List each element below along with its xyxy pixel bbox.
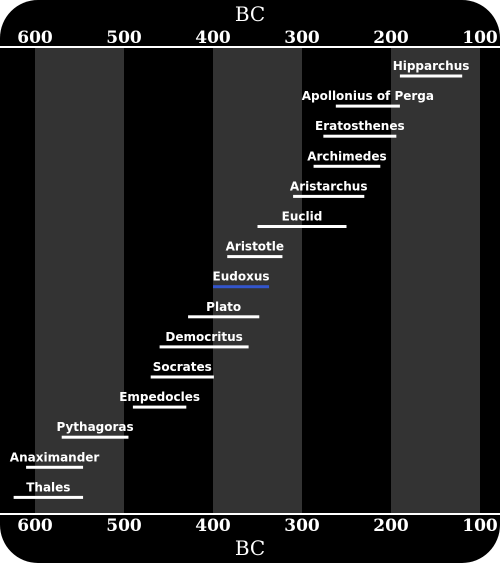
tick-label-top: 100: [462, 28, 498, 48]
philosopher-label: Aristotle: [226, 240, 284, 254]
lifespan-bar: [132, 405, 187, 409]
philosopher-label: Empedocles: [119, 390, 200, 404]
lifespan-bar: [26, 465, 84, 469]
lifespan-bar: [313, 164, 381, 168]
century-band: [35, 47, 124, 514]
tick-label-bottom: 300: [284, 516, 320, 536]
lifespan-bar: [335, 104, 400, 108]
tick-label-bottom: 200: [373, 516, 409, 536]
philosopher-label: Anaximander: [10, 450, 100, 464]
era-label-bottom: BC: [234, 536, 266, 560]
lifespan-bar: [227, 255, 283, 259]
philosopher-label: Apollonius of Perga: [302, 89, 434, 103]
philosopher-label: Democritus: [165, 330, 242, 344]
tick-label-bottom: 100: [462, 516, 498, 536]
tick-label-top: 400: [195, 28, 231, 48]
philosopher-label: Plato: [206, 300, 241, 314]
lifespan-bar: [159, 345, 249, 349]
tick-label-bottom: 600: [17, 516, 53, 536]
tick-label-top: 500: [106, 28, 142, 48]
philosopher-label: Hipparchus: [393, 59, 470, 73]
philosopher-label: Eudoxus: [213, 270, 270, 284]
lifespan-bar: [293, 194, 365, 198]
century-band: [213, 47, 302, 514]
philosopher-label: Socrates: [153, 360, 212, 374]
century-band: [391, 47, 480, 514]
tick-label-bottom: 500: [106, 516, 142, 536]
philosopher-label: Eratosthenes: [315, 119, 405, 133]
tick-label-top: 300: [284, 28, 320, 48]
lifespan-bar: [257, 225, 347, 228]
lifespan-bar: [150, 375, 214, 379]
tick-label-top: 200: [373, 28, 409, 48]
tick-label-bottom: 400: [195, 516, 231, 536]
lifespan-bar: [61, 435, 129, 439]
philosopher-label: Aristarchus: [290, 179, 368, 193]
philosopher-label: Thales: [26, 480, 70, 494]
philosopher-label: Pythagoras: [56, 420, 133, 434]
lifespan-bar: [13, 495, 84, 499]
era-label-top: BC: [234, 2, 266, 26]
lifespan-bar: [188, 315, 260, 319]
lifespan-bar: [399, 74, 463, 78]
tick-label-top: 600: [17, 28, 53, 48]
philosopher-label: Euclid: [282, 210, 323, 224]
philosopher-label: Archimedes: [307, 149, 387, 163]
lifespan-bar: [213, 285, 270, 289]
lifespan-bar: [323, 134, 397, 138]
